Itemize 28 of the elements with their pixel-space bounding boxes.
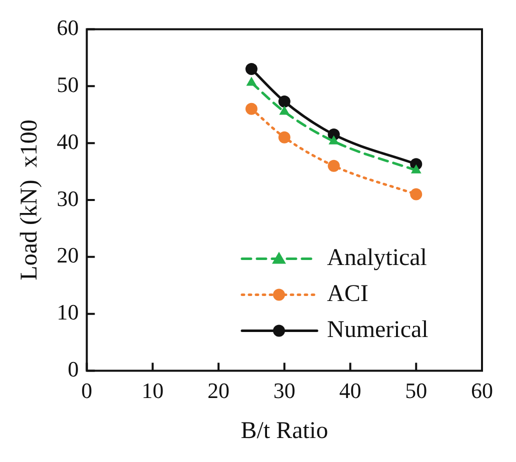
legend-label: Analytical [327,245,428,272]
y-tick-label: 50 [56,72,79,97]
x-tick-label: 60 [471,378,493,403]
y-tick-label: 60 [56,14,79,40]
x-axis-title: B/t Ratio [240,418,328,444]
point [278,96,290,108]
point [246,76,257,86]
y-tick-label: 40 [56,128,79,154]
x-tick-label: 20 [208,378,230,403]
x-tick-label: 10 [142,378,164,403]
y-tick-label: 0 [68,356,79,382]
point [245,63,258,76]
point [279,106,290,115]
y-tick-label: 20 [56,242,79,268]
x-tick-label: 40 [339,378,362,403]
point [245,102,258,115]
legend-label: ACI [327,281,368,308]
y-tick-label: 10 [56,300,79,325]
y-axis-title: Load (kN) x100 [16,120,43,280]
point [410,164,422,174]
point [278,131,290,144]
x-tick-label: 50 [405,378,428,403]
y-tick-label: 30 [56,186,79,211]
x-tick-label: 30 [273,378,296,403]
point [328,160,340,172]
point [328,135,339,144]
legend-label: Numerical [327,317,429,344]
point [410,188,422,200]
